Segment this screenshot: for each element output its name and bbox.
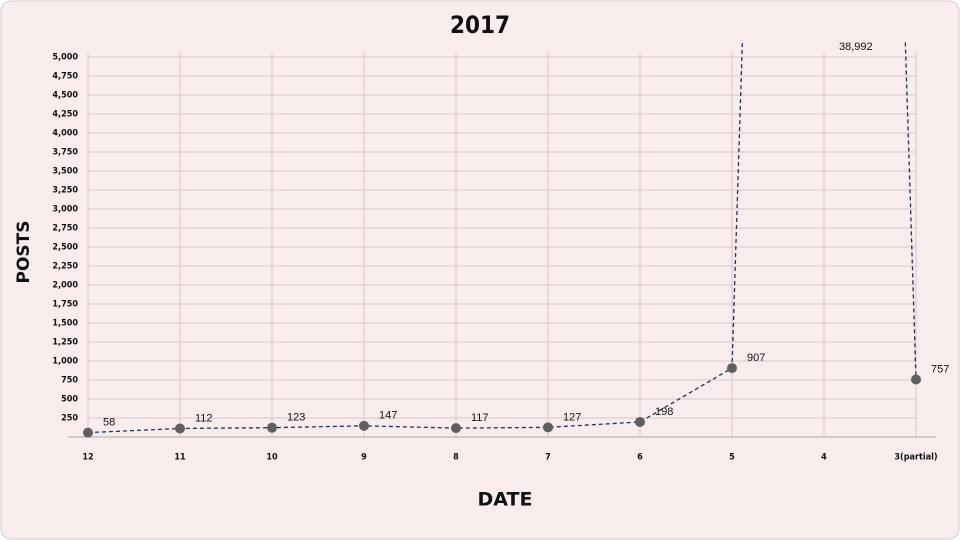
- point: [911, 374, 921, 385]
- y-tick-label: 4,000: [52, 129, 78, 139]
- data-label: 117: [471, 412, 489, 424]
- y-tick-label: 4,750: [52, 72, 78, 82]
- y-tick-label: 2,750: [52, 224, 78, 234]
- y-tick-label: 250: [61, 414, 78, 424]
- x-tick-label: 10: [266, 453, 278, 463]
- data-label: 127: [563, 411, 581, 423]
- y-tick-label: 4,250: [52, 110, 78, 120]
- data-label: 123: [287, 412, 305, 424]
- y-tick-label: 750: [61, 376, 78, 386]
- data-label: 58: [103, 416, 115, 428]
- y-tick-label: 1,250: [52, 338, 78, 348]
- y-tick-label: 5,000: [52, 53, 78, 63]
- x-tick-label: 4: [821, 453, 827, 463]
- y-tick-label: 4,500: [52, 91, 78, 101]
- point: [543, 422, 553, 433]
- y-tick-label: 2,500: [52, 243, 78, 253]
- data-label: 757: [931, 363, 949, 375]
- x-tick-label: 9: [361, 453, 367, 463]
- data-label: 198: [655, 406, 673, 418]
- x-tick-label: 3(partial): [894, 453, 937, 463]
- point: [83, 427, 93, 438]
- chart-title: 2017: [450, 11, 510, 39]
- y-tick-label: 2,250: [52, 262, 78, 272]
- y-tick-label: 3,250: [52, 186, 78, 196]
- data-label: 38,992: [839, 41, 873, 53]
- line: [87, 40, 917, 434]
- y-tick-label: 1,750: [52, 300, 78, 310]
- x-tick-label: 5: [729, 453, 735, 463]
- point: [451, 423, 461, 434]
- y-tick-label: 1,500: [52, 319, 78, 329]
- data-label: 112: [195, 412, 213, 424]
- y-tick-label: 2,000: [52, 281, 78, 291]
- x-axis-label: DATE: [478, 489, 533, 511]
- y-axis-label: POSTS: [14, 221, 34, 284]
- x-tick-label: 12: [82, 453, 93, 463]
- y-tick-label: 3,750: [52, 148, 78, 158]
- point: [635, 416, 645, 427]
- point: [175, 423, 185, 434]
- data-label: 907: [747, 352, 765, 364]
- y-tick-label: 3,000: [52, 205, 78, 215]
- x-tick-label: 11: [174, 453, 186, 463]
- x-tick-label: 6: [637, 453, 643, 463]
- y-tick-label: 1,000: [52, 357, 78, 367]
- point: [727, 363, 737, 374]
- y-tick-label: 3,500: [52, 167, 78, 177]
- point: [359, 420, 369, 431]
- x-tick-label: 8: [453, 453, 459, 463]
- x-tick-label: 7: [545, 453, 551, 463]
- y-tick-label: 500: [61, 395, 78, 405]
- data-label: 147: [379, 410, 397, 422]
- point: [267, 422, 277, 433]
